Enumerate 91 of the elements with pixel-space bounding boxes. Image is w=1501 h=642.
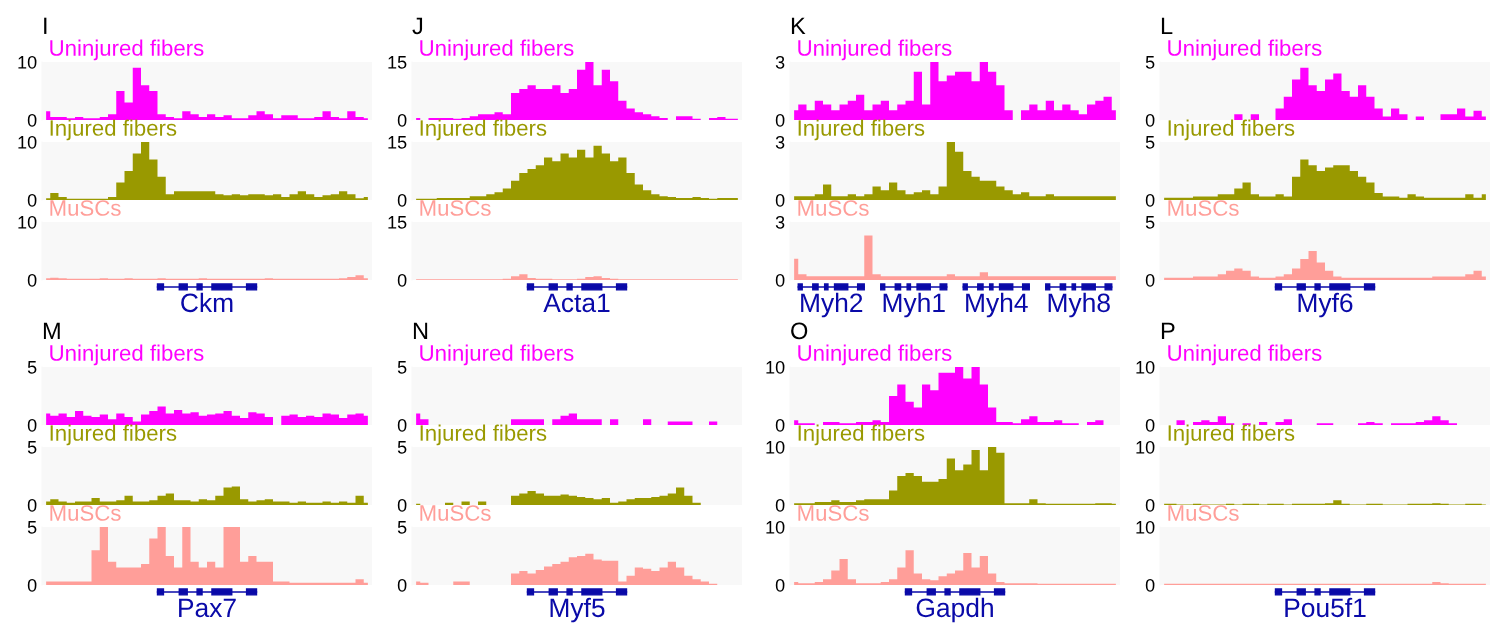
chart-title: J <box>412 17 423 35</box>
text: Ckm <box>181 292 233 313</box>
y-tick-label: 0 <box>775 273 785 287</box>
text: Pax7 <box>179 598 236 618</box>
text: Myh8 <box>1048 292 1110 318</box>
y-tick-label: 10 <box>1136 360 1155 374</box>
y-tick-label: 3 <box>775 55 785 69</box>
text: MuSCs <box>420 505 491 521</box>
series-label: MuSCs <box>798 505 869 521</box>
y-tick-label: 5 <box>397 361 407 374</box>
series-label: Injured fibers <box>420 119 547 141</box>
y-tick-label: 0 <box>27 273 37 287</box>
y-tick-label: 10 <box>766 360 785 374</box>
y-tick-label: 0 <box>1145 113 1155 127</box>
y-tick-label: 10 <box>766 440 785 454</box>
y-tick-label: 15 <box>388 136 407 149</box>
y-tick-label: 0 <box>1145 418 1155 432</box>
series-label: Uninjured fibers <box>798 39 952 61</box>
y-tick-label: 0 <box>1145 273 1155 287</box>
y-tick-label: 0 <box>27 578 37 592</box>
y-tick-label: 0 <box>1145 498 1155 512</box>
y-tick-label: 10 <box>1136 440 1155 454</box>
text: Myh1 <box>883 292 945 318</box>
y-tick-label: 15 <box>388 56 407 69</box>
text: Myf5 <box>550 597 605 623</box>
text: Pou5f1 <box>1285 597 1366 618</box>
y-tick-label: 3 <box>775 215 785 229</box>
chart-title: P <box>1161 322 1175 339</box>
series-label: Injured fibers <box>798 424 925 446</box>
series-label: MuSCs <box>50 505 121 521</box>
y-tick-label: 5 <box>27 441 37 454</box>
text: MuSCs <box>50 200 121 216</box>
series-label: Injured fibers <box>1168 119 1295 141</box>
series-label: Uninjured fibers <box>1168 39 1322 61</box>
text: MuSCs <box>1168 200 1239 216</box>
series-label: Uninjured fibers <box>798 344 952 366</box>
y-tick-label: 0 <box>397 273 407 287</box>
text: Uninjured fibers <box>1168 344 1322 366</box>
y-tick-label: 5 <box>27 521 37 534</box>
chart-title: O <box>791 322 808 340</box>
y-tick-label: 0 <box>775 578 785 592</box>
y-tick-label: 0 <box>1145 193 1155 207</box>
y-tick-label: 5 <box>397 441 407 454</box>
text: Injured fibers <box>420 424 547 446</box>
text: Injured fibers <box>1168 424 1295 446</box>
text: Gapdh <box>916 597 993 623</box>
y-tick-label: 0 <box>397 113 407 127</box>
series-label: Uninjured fibers <box>420 39 574 61</box>
chart-title: N <box>413 322 428 339</box>
y-tick-label: 0 <box>775 498 785 512</box>
y-tick-label: 10 <box>1136 520 1155 534</box>
y-tick-label: 0 <box>1145 578 1155 592</box>
series-label: Injured fibers <box>50 119 177 141</box>
text: Uninjured fibers <box>50 344 204 366</box>
y-tick-label: 10 <box>18 55 37 69</box>
y-tick-label: 5 <box>1145 56 1155 69</box>
text: Myh2 <box>801 292 863 318</box>
chart-title: K <box>791 17 806 34</box>
chart-title: L <box>1161 17 1173 34</box>
y-tick-label: 0 <box>397 193 407 207</box>
y-tick-label: 0 <box>27 113 37 127</box>
y-tick-label: 0 <box>27 418 37 432</box>
y-tick-label: 5 <box>1145 136 1155 149</box>
y-tick-label: 0 <box>775 418 785 432</box>
text: Myh4 <box>966 292 1028 318</box>
y-tick-label: 0 <box>397 498 407 512</box>
y-tick-label: 5 <box>27 361 37 374</box>
text: Myf6 <box>1298 292 1353 318</box>
y-tick-label: 10 <box>766 520 785 534</box>
y-tick-label: 0 <box>27 498 37 512</box>
text: Uninjured fibers <box>420 344 574 366</box>
series-label: MuSCs <box>798 200 869 216</box>
y-tick-label: 5 <box>397 521 407 534</box>
y-tick-label: 10 <box>18 215 37 229</box>
y-tick-label: 0 <box>775 193 785 207</box>
chart-title: I <box>44 17 47 34</box>
series-label: Injured fibers <box>798 119 925 141</box>
y-tick-label: 3 <box>775 135 785 149</box>
y-tick-label: 15 <box>388 216 407 229</box>
text: Acta1 <box>543 293 610 313</box>
y-tick-label: 5 <box>1145 216 1155 229</box>
text: Injured fibers <box>50 424 177 446</box>
y-tick-label: 0 <box>27 193 37 207</box>
y-tick-label: 0 <box>397 418 407 432</box>
text: MuSCs <box>1168 505 1239 521</box>
chart-title: M <box>43 322 60 339</box>
y-tick-label: 10 <box>18 135 37 149</box>
y-tick-label: 0 <box>397 578 407 592</box>
y-tick-label: 0 <box>775 113 785 127</box>
text: MuSCs <box>420 200 491 216</box>
series-label: Uninjured fibers <box>50 39 204 61</box>
